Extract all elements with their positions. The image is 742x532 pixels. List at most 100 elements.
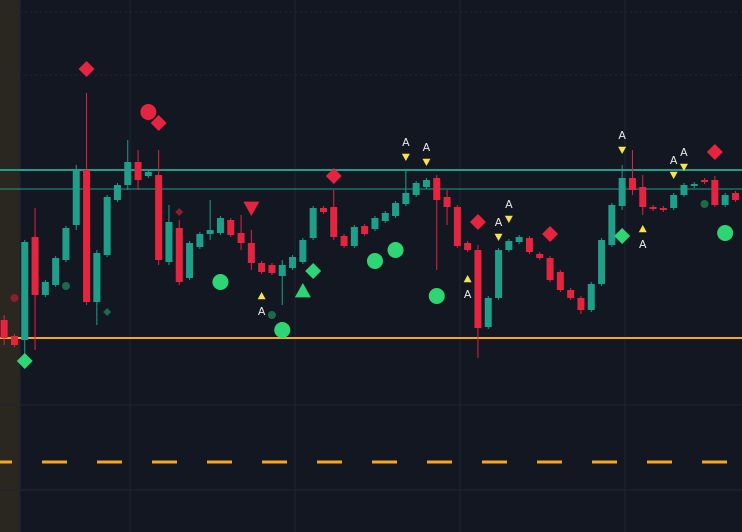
candle-body bbox=[608, 205, 616, 245]
alert-label: A bbox=[495, 216, 503, 229]
alert-label: A bbox=[505, 198, 513, 211]
candle-body bbox=[175, 228, 183, 282]
alert-label: A bbox=[258, 305, 266, 318]
candle-body bbox=[731, 193, 739, 200]
candle-body bbox=[350, 227, 358, 246]
candle-body bbox=[546, 258, 554, 280]
candle-body bbox=[381, 213, 389, 221]
marker-triangle-down bbox=[494, 233, 503, 241]
marker-triangle-up bbox=[463, 275, 472, 283]
candle-body bbox=[62, 228, 70, 260]
candle-body bbox=[515, 237, 523, 242]
candle-body bbox=[577, 298, 585, 310]
marker-diamond bbox=[305, 263, 322, 279]
alert-label: A bbox=[618, 129, 626, 142]
candle-body bbox=[412, 183, 420, 195]
marker-diamond bbox=[175, 208, 184, 216]
candle-body bbox=[598, 240, 606, 284]
candle-body bbox=[495, 250, 503, 298]
candle-body bbox=[639, 187, 647, 207]
candle-body bbox=[31, 237, 39, 295]
candle-body bbox=[659, 208, 667, 210]
marker-diamond bbox=[16, 353, 33, 369]
marker-circle bbox=[428, 288, 445, 304]
marker-circle bbox=[212, 274, 229, 290]
marker-triangle-down bbox=[504, 215, 513, 223]
candle-body bbox=[525, 238, 533, 252]
candle-body bbox=[268, 265, 276, 273]
marker-circle bbox=[274, 322, 291, 338]
candle-body bbox=[72, 170, 80, 225]
alert-label: A bbox=[464, 288, 472, 301]
candle-body bbox=[567, 290, 575, 298]
marker-circle bbox=[61, 282, 70, 290]
candle-body bbox=[680, 185, 688, 195]
candle-body bbox=[289, 257, 297, 268]
candle-body bbox=[701, 180, 709, 182]
candle-body bbox=[721, 195, 729, 205]
candle-body bbox=[186, 243, 194, 278]
candle-body bbox=[258, 263, 266, 272]
marker-triangle-up bbox=[257, 292, 266, 300]
candle-body bbox=[10, 336, 18, 345]
candle-body bbox=[464, 243, 472, 250]
candle-body bbox=[227, 220, 235, 235]
marker-triangle-up bbox=[294, 283, 311, 298]
candle-body bbox=[340, 236, 348, 246]
candle-body bbox=[41, 282, 49, 295]
candle-body bbox=[402, 193, 410, 204]
candle-body bbox=[556, 272, 564, 290]
candle-body bbox=[474, 250, 482, 328]
candle-body bbox=[216, 218, 224, 233]
marker-triangle-down bbox=[422, 158, 431, 166]
candle-body bbox=[443, 197, 451, 207]
marker-diamond bbox=[325, 168, 342, 184]
candle-body bbox=[587, 284, 595, 310]
alert-label: A bbox=[402, 136, 410, 149]
alert-label: A bbox=[423, 141, 431, 154]
candle-body bbox=[103, 197, 111, 255]
candle-body bbox=[144, 172, 152, 176]
candle-body bbox=[330, 207, 338, 237]
marker-circle bbox=[366, 253, 383, 269]
marker-triangle-down bbox=[401, 153, 410, 161]
alert-label: A bbox=[639, 238, 647, 251]
candle-body bbox=[422, 180, 430, 187]
candle-body bbox=[505, 241, 513, 250]
candle-body bbox=[711, 180, 719, 205]
candle-body bbox=[453, 207, 461, 246]
marker-diamond bbox=[542, 226, 559, 242]
marker-triangle-down bbox=[679, 163, 688, 171]
candle-body bbox=[309, 208, 317, 238]
alert-label: A bbox=[670, 154, 678, 167]
marker-diamond bbox=[706, 144, 723, 160]
candle-body bbox=[319, 208, 327, 212]
candle-body bbox=[237, 233, 245, 243]
candle-body bbox=[690, 184, 698, 186]
candle-body bbox=[155, 175, 163, 260]
marker-triangle-down bbox=[618, 146, 627, 154]
candle-body bbox=[206, 230, 214, 234]
candle-body bbox=[536, 254, 544, 258]
candle-body bbox=[134, 162, 142, 180]
candle-body bbox=[196, 234, 204, 247]
candle-body bbox=[361, 226, 369, 234]
marker-diamond bbox=[103, 308, 112, 316]
candle-body bbox=[124, 162, 132, 185]
candle-body bbox=[0, 320, 8, 338]
marker-circle bbox=[717, 225, 734, 241]
marker-circle bbox=[140, 104, 157, 120]
alert-label: A bbox=[680, 146, 688, 159]
candle-body bbox=[433, 178, 441, 200]
candle-body bbox=[649, 207, 657, 209]
marker-triangle-up bbox=[638, 225, 647, 233]
marker-diamond bbox=[469, 214, 486, 230]
candle-body bbox=[113, 185, 121, 200]
candle-body bbox=[392, 203, 400, 216]
marker-circle bbox=[387, 242, 404, 258]
candle-body bbox=[165, 222, 173, 262]
marker-circle bbox=[700, 200, 709, 208]
marker-diamond bbox=[614, 228, 631, 244]
marker-diamond bbox=[78, 61, 95, 77]
